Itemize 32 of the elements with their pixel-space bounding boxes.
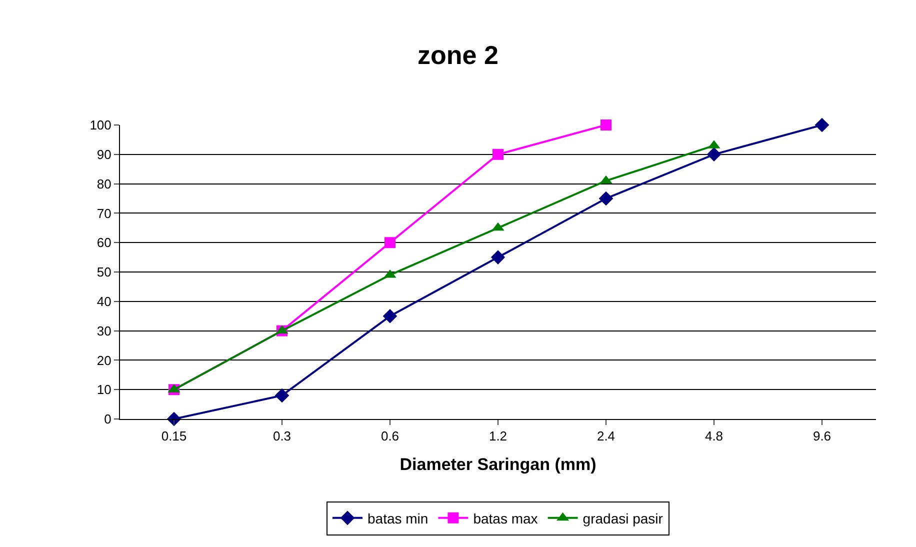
point (814, 118, 830, 132)
y-tick-label: 80 (96, 176, 112, 192)
y-tick-label: 10 (96, 382, 112, 398)
y-tick-label: 60 (96, 235, 112, 250)
x-tick-label: 4.8 (704, 428, 724, 444)
y-tick-label: 0 (104, 412, 112, 427)
y-tick-label: 40 (96, 294, 112, 309)
x-axis-title: Diameter Saringan (mm) (400, 455, 596, 474)
point (384, 237, 396, 248)
y-tick-label: 20 (96, 352, 112, 368)
x-tick-label: 1.2 (488, 428, 508, 444)
y-tick-label: 70 (96, 206, 112, 221)
point (274, 388, 290, 403)
y-tick-label: 30 (96, 323, 112, 338)
x-tick-label: 9.6 (812, 428, 832, 444)
legend-label: gradasi pasir (582, 510, 664, 526)
y-tick-label: 90 (96, 146, 112, 162)
point (598, 191, 614, 206)
y-tick-label: 50 (96, 264, 112, 280)
x-tick-label: 0.15 (161, 428, 187, 444)
x-tick-label: 0.6 (380, 428, 400, 444)
chart-title: zone 2 (418, 40, 498, 70)
legend-label: batas max (473, 510, 538, 526)
y-tick-label: 100 (90, 118, 112, 133)
point (600, 120, 612, 130)
point (382, 308, 398, 324)
point (490, 250, 506, 264)
legend-label: batas min (368, 510, 428, 526)
x-tick-label: 0.3 (272, 428, 292, 444)
point (706, 147, 722, 162)
point (492, 148, 504, 160)
x-tick-label: 2.4 (596, 428, 616, 444)
